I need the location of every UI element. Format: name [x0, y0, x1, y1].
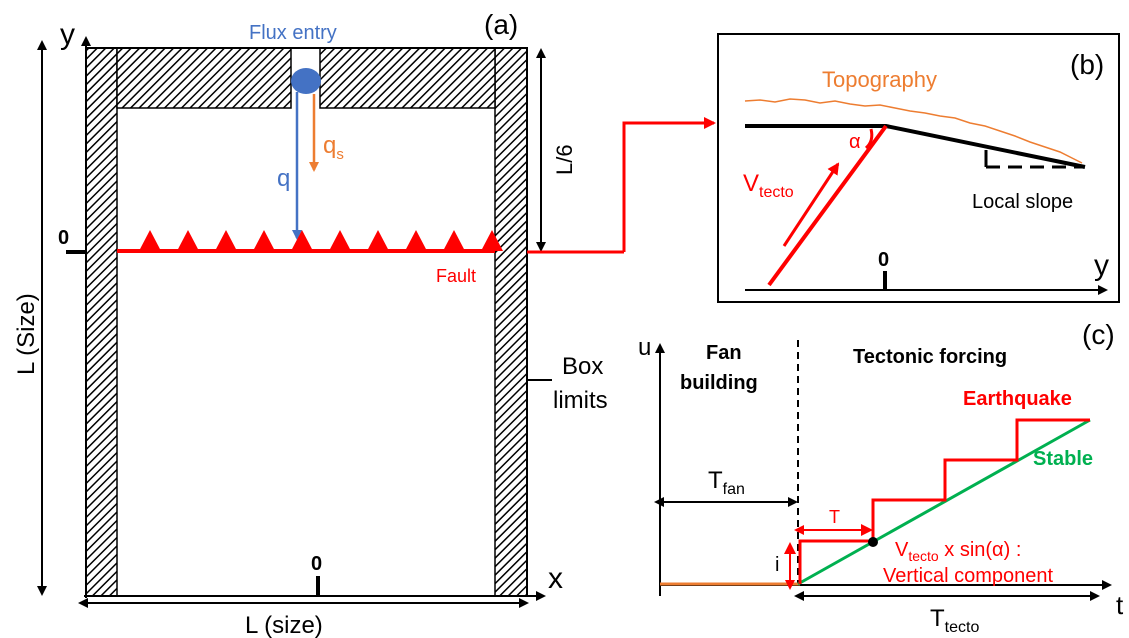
flux-entry-label: Flux entry	[249, 22, 337, 44]
fault-tooth	[329, 230, 351, 251]
fault-label: Fault	[436, 266, 476, 286]
panel-a-label: (a)	[484, 9, 518, 40]
vertical-component-formula: Vtecto x sin(α) :	[895, 539, 1021, 564]
box-limits-label-1: Box	[562, 353, 603, 380]
i-label: i	[775, 554, 779, 576]
flux-entry-point	[291, 68, 321, 94]
t-axis-label: t	[1116, 590, 1124, 620]
fault-tooth	[291, 230, 313, 251]
vtecto-label: Vtecto	[743, 170, 794, 201]
earthquake-label: Earthquake	[963, 388, 1072, 410]
earthquake-staircase	[798, 418, 1090, 584]
ttecto-label: Ttecto	[930, 605, 979, 636]
zero-label-left: 0	[58, 227, 69, 249]
fan-building-label-1: Fan	[706, 342, 742, 364]
l-size-vertical-label: L (Size)	[13, 293, 40, 375]
stable-line	[797, 418, 1091, 586]
fault-tooth	[139, 230, 161, 251]
axis-y-label-b: y	[1094, 249, 1109, 282]
fault-tooth	[177, 230, 199, 251]
fault-tooth	[253, 230, 275, 251]
wall-top-right	[319, 47, 496, 109]
vtecto-arrow	[782, 162, 840, 247]
alpha-label: α	[849, 131, 861, 153]
u-axis-label: u	[638, 334, 651, 361]
fault-tooth	[443, 230, 465, 251]
fault-tooth	[405, 230, 427, 251]
alpha-arc	[864, 128, 874, 150]
box-limits-label-2: limits	[553, 387, 608, 414]
fault-tooth	[481, 230, 503, 251]
panel-c-label: (c)	[1082, 319, 1115, 350]
zero-label-b: 0	[878, 249, 889, 271]
box-outline	[85, 47, 528, 597]
panel-a: y x (a) Flux entry q qs L/6 Fault 0 0 L …	[13, 9, 716, 638]
axis-y-label-a: y	[60, 18, 75, 51]
local-slope-label: Local slope	[972, 191, 1073, 213]
panel-b-label: (b)	[1070, 49, 1104, 80]
q-label: q	[277, 165, 290, 192]
l-size-horizontal-label: L (size)	[245, 612, 323, 638]
panel-b: (b) Topography α Vtecto Local slope 0 y	[717, 33, 1120, 303]
zero-label-bottom: 0	[311, 553, 322, 575]
qs-label: qs	[323, 132, 344, 163]
fault-tooth	[215, 230, 237, 251]
vertical-component-label: Vertical component	[883, 565, 1054, 587]
t-interval-label: T	[829, 507, 840, 527]
stable-label: Stable	[1033, 448, 1093, 470]
fault-tooth	[367, 230, 389, 251]
tectonic-forcing-label: Tectonic forcing	[853, 346, 1007, 368]
panel-c: (c) u t Fan building Tectonic forcing Tf…	[638, 319, 1124, 636]
fan-building-label-2: building	[680, 372, 758, 394]
tfan-label: Tfan	[708, 467, 745, 498]
intersection-point	[868, 537, 878, 547]
topography-line	[744, 98, 1083, 164]
wall-left	[85, 47, 118, 597]
fault-teeth	[139, 230, 503, 251]
l6-label: L/6	[552, 144, 577, 175]
wall-right	[494, 47, 528, 597]
connector-arrow	[622, 117, 716, 252]
fault-plane	[767, 124, 888, 287]
wall-top-left	[116, 47, 292, 109]
topography-label: Topography	[822, 67, 937, 92]
axis-x-label-a: x	[548, 562, 563, 595]
